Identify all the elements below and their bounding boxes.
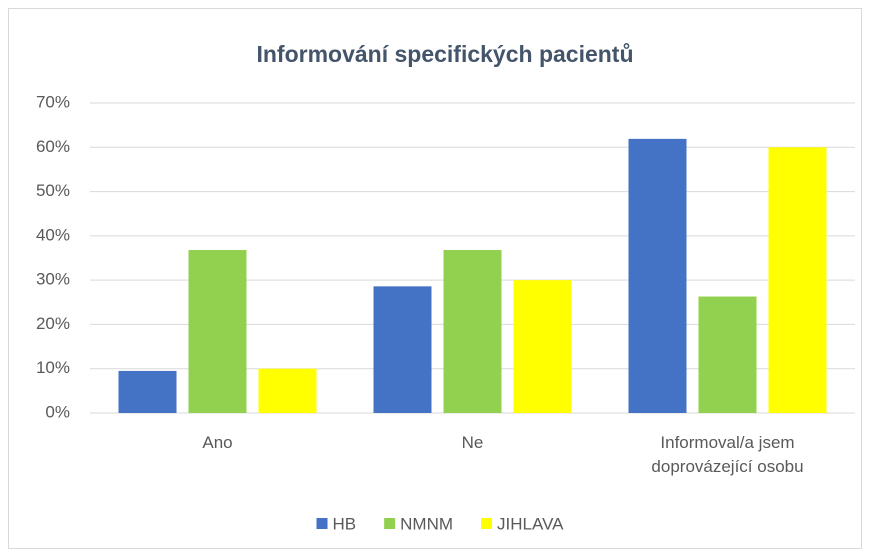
- y-tick-label: 60%: [36, 137, 70, 156]
- x-tick-label: Informoval/a jsem doprovázející osobu: [651, 433, 804, 476]
- bar: [118, 370, 177, 413]
- bar: [443, 250, 502, 413]
- bar: [768, 147, 827, 414]
- legend-swatch: [481, 518, 493, 529]
- legend-label: JIHLAVA: [497, 514, 564, 533]
- chart-title: Informování specifických pacientů: [256, 41, 633, 67]
- y-tick-label: 50%: [36, 181, 70, 200]
- y-tick-label: 40%: [36, 225, 70, 244]
- bar: [628, 138, 687, 413]
- y-tick-label: 20%: [36, 314, 70, 333]
- bar: [513, 280, 572, 413]
- legend-label: NMNM: [400, 514, 453, 533]
- legend-swatch: [316, 518, 328, 529]
- chart-border: [8, 8, 862, 549]
- y-tick-label: 10%: [36, 358, 70, 377]
- x-tick-label: Ne: [461, 433, 484, 452]
- legend-label: HB: [333, 514, 357, 533]
- bar: [373, 286, 432, 413]
- y-tick-label: 0%: [45, 402, 70, 421]
- y-tick-label: 30%: [36, 270, 70, 289]
- bar: [188, 250, 247, 413]
- bar: [698, 296, 757, 413]
- legend-swatch: [384, 518, 396, 529]
- x-tick-label: Ano: [202, 433, 233, 452]
- y-tick-label: 70%: [36, 92, 70, 111]
- bar: [258, 368, 317, 413]
